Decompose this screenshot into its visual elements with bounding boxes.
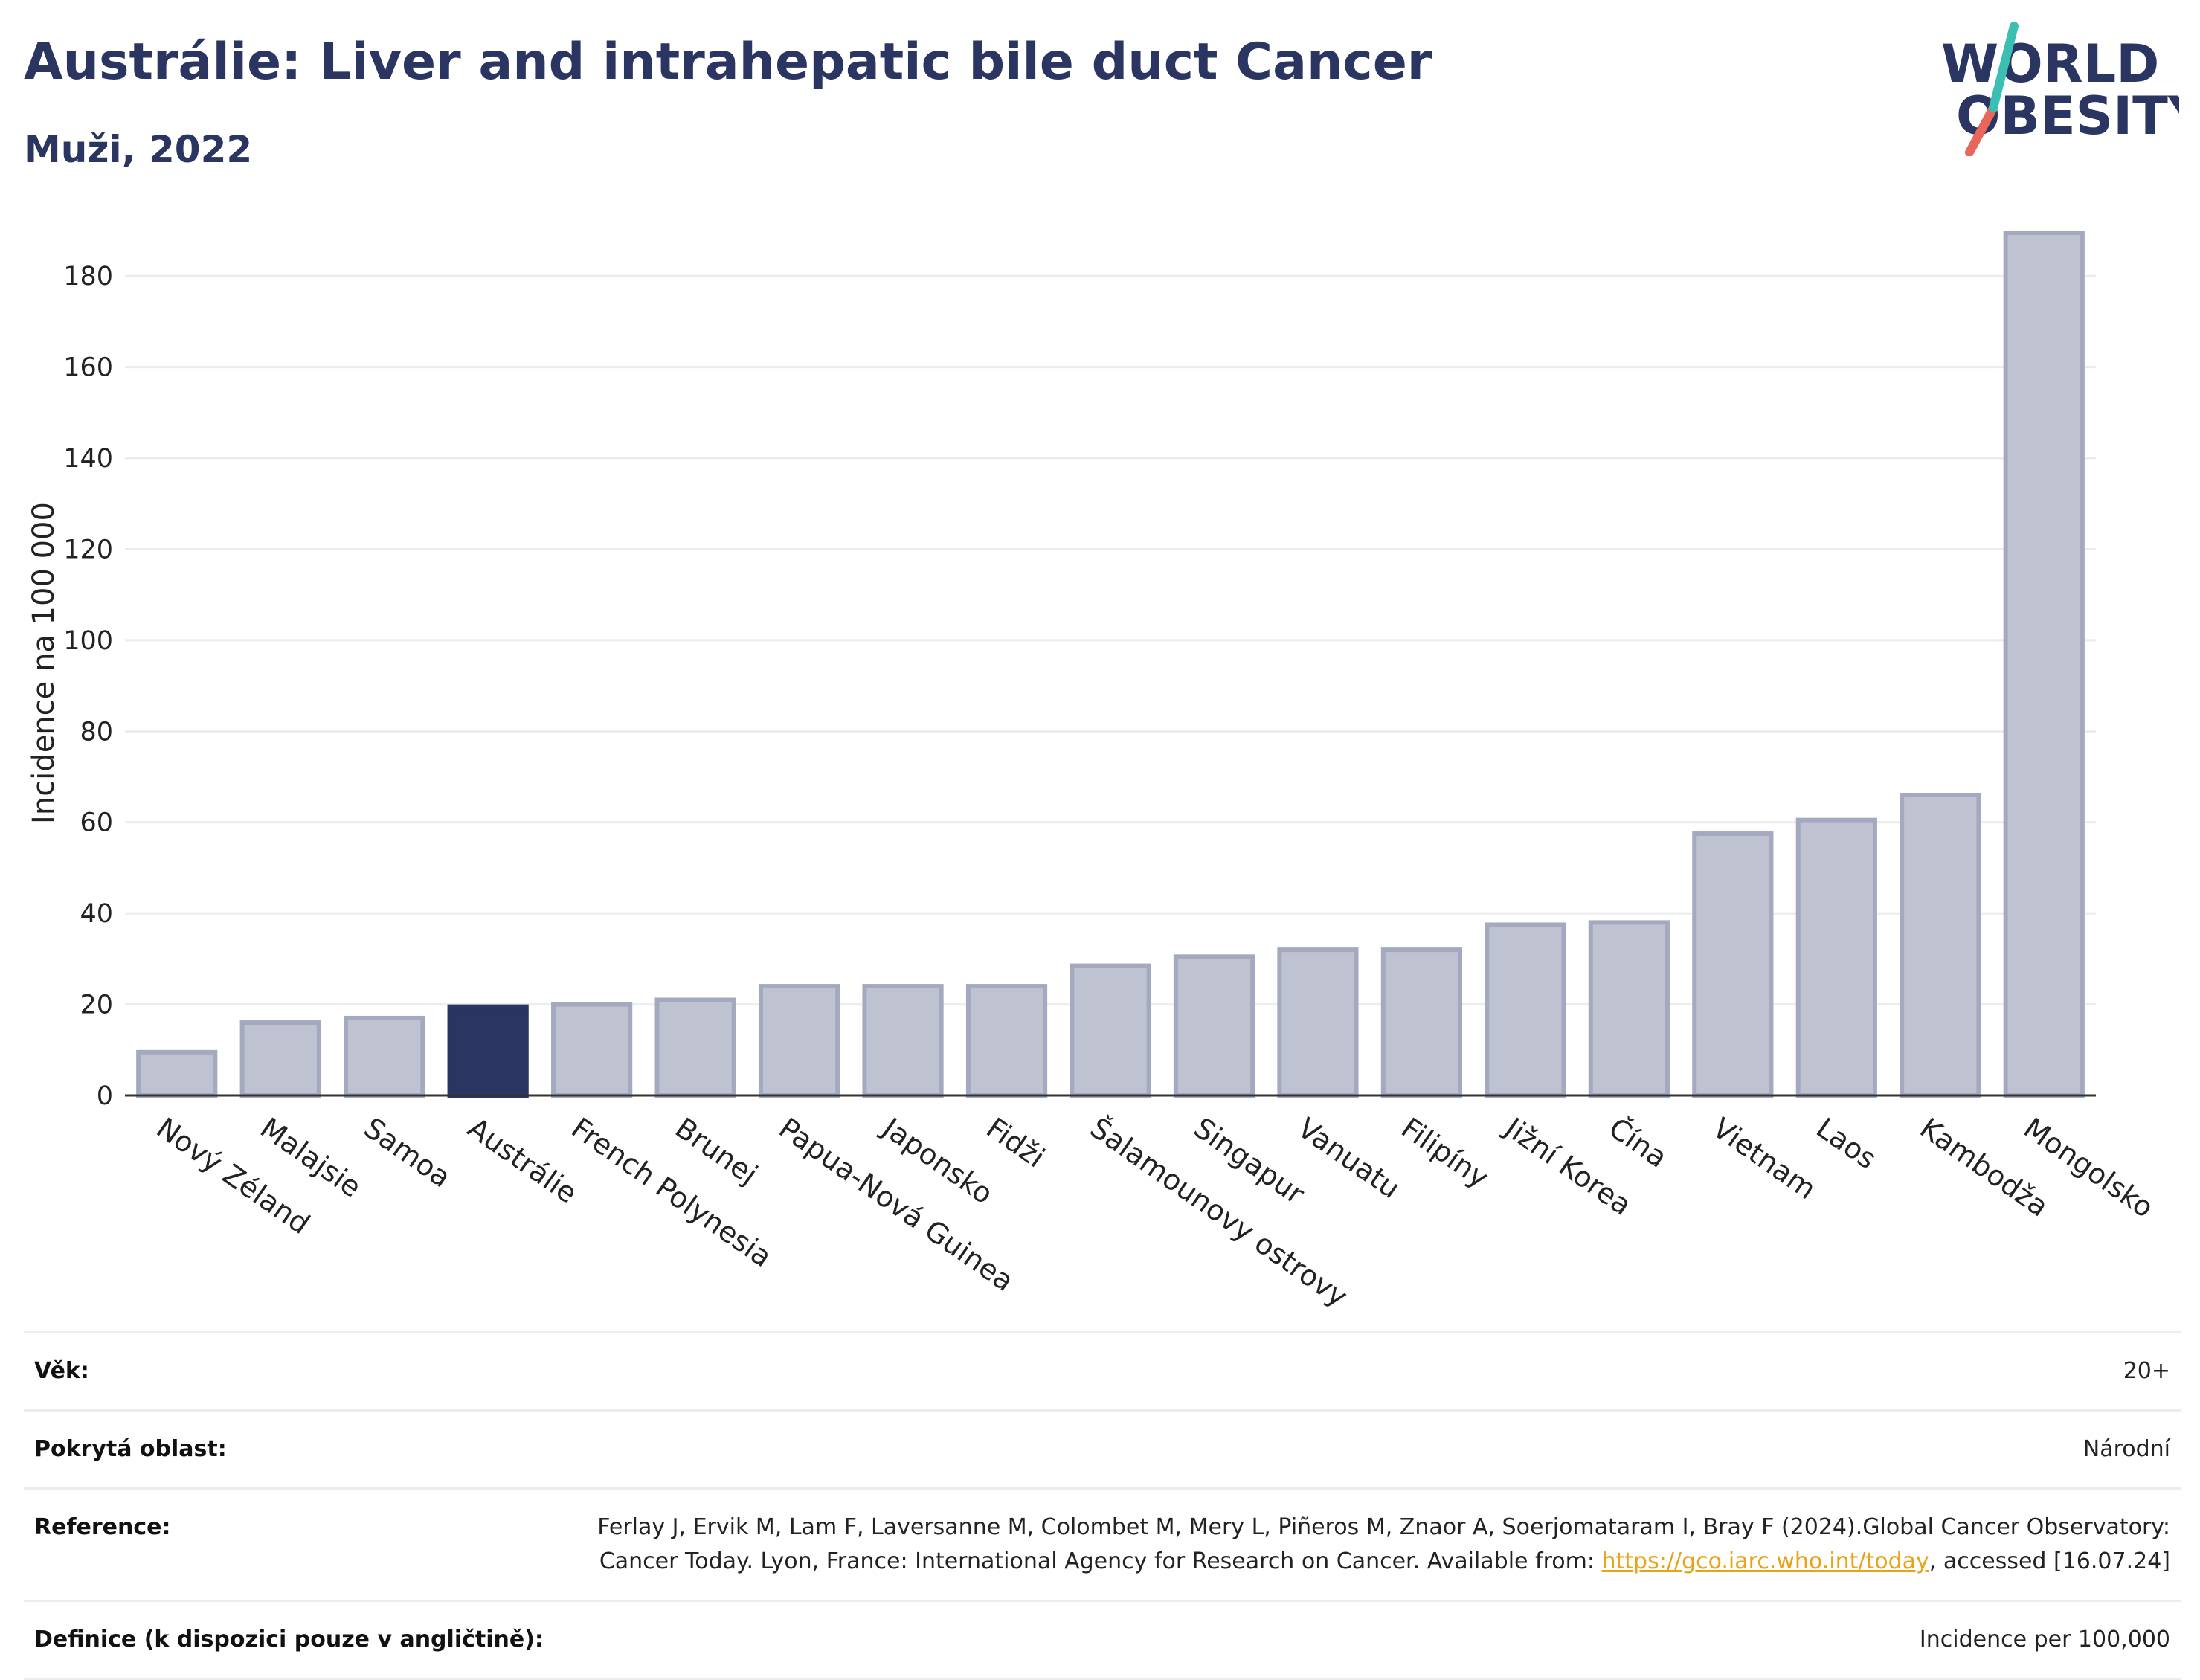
reference-value: Ferlay J, Ervik M, Lam F, Laversanne M, …	[580, 1487, 2181, 1601]
x-tick-label: Brunej	[669, 1111, 764, 1191]
bar-12	[1380, 947, 1463, 1098]
y-axis-ticks: 0 20 40 60 80 100 120 140 160 180	[63, 262, 113, 1111]
reference-label: Reference:	[24, 1487, 580, 1601]
y-tick-label: 160	[63, 353, 113, 383]
bar-1	[239, 1020, 321, 1098]
info-row-coverage: Pokrytá oblast: Národní	[24, 1409, 2181, 1489]
y-tick-label: 140	[63, 444, 113, 474]
y-tick-label: 180	[63, 262, 113, 292]
definition-value: Incidence per 100,000	[580, 1600, 2181, 1680]
bar-10	[1173, 954, 1255, 1098]
info-row-reference: Reference: Ferlay J, Ervik M, Lam F, Lav…	[24, 1487, 2181, 1601]
y-tick-label: 60	[80, 808, 113, 838]
x-tick-label: Vanuatu	[1292, 1111, 1406, 1205]
y-tick-label: 120	[63, 535, 113, 564]
x-tick-label: Vietnam	[1707, 1111, 1822, 1206]
chart-title: Austrálie: Liver and intrahepatic bile d…	[24, 33, 1432, 91]
age-label: Věk:	[24, 1331, 580, 1411]
x-tick-label: Laos	[1810, 1111, 1882, 1175]
bar-7	[862, 984, 944, 1098]
bar-3	[447, 1004, 529, 1098]
x-tick-label: Filipíny	[1395, 1111, 1494, 1194]
x-tick-label: Fidži	[980, 1111, 1050, 1174]
logo-slash-teal	[1989, 22, 2019, 112]
y-tick-label: 40	[80, 899, 113, 929]
coverage-label: Pokrytá oblast:	[24, 1409, 580, 1489]
y-tick-label: 20	[80, 991, 113, 1020]
definition-label: Definice (k dispozici pouze v angličtině…	[24, 1600, 580, 1680]
info-row-age: Věk: 20+	[24, 1331, 2181, 1411]
age-value: 20+	[580, 1331, 2181, 1411]
bar-9	[1070, 963, 1151, 1098]
bar-18	[2003, 231, 2085, 1098]
info-table: Věk: 20+ Pokrytá oblast: Národní Referen…	[24, 1331, 2181, 1680]
bar-13	[1485, 922, 1566, 1098]
y-tick-label: 100	[63, 626, 113, 656]
info-row-definition: Definice (k dispozici pouze v angličtině…	[24, 1600, 2181, 1680]
bar-chart: 0 20 40 60 80 100 120 140 160 180 Nový ZélandMala…	[27, 231, 2160, 1313]
reference-accessed: , accessed [16.07.24]	[1929, 1548, 2170, 1574]
coverage-value: Národní	[580, 1409, 2181, 1489]
bar-0	[136, 1049, 218, 1098]
bar-15	[1692, 831, 1774, 1098]
world-obesity-logo: WORLD OBESITY	[1941, 22, 2179, 156]
logo-slash-red	[1965, 103, 1998, 156]
x-tick-label: Čína	[1603, 1111, 1673, 1174]
bar-2	[344, 1015, 425, 1098]
bar-8	[965, 984, 1048, 1098]
logo-line-1: WORLD	[1941, 33, 2159, 94]
bar-6	[758, 984, 840, 1098]
bar-4	[551, 1002, 633, 1098]
y-tick-label: 80	[80, 717, 113, 747]
bar-11	[1277, 947, 1359, 1098]
bar-5	[654, 997, 736, 1098]
x-tick-label: Samoa	[358, 1111, 457, 1194]
bars	[136, 231, 2085, 1098]
bar-17	[1900, 793, 1981, 1098]
y-axis-label: Incidence na 100 000	[27, 502, 61, 824]
y-tick-label: 0	[97, 1081, 113, 1111]
chart-subtitle: Muži, 2022	[24, 128, 253, 171]
reference-text: Ferlay J, Ervik M, Lam F, Laversanne M, …	[597, 1514, 2170, 1574]
x-tick-label: Austrálie	[462, 1111, 583, 1210]
bar-16	[1795, 817, 1877, 1098]
reference-link[interactable]: https://gco.iarc.who.int/today	[1601, 1548, 1929, 1574]
bar-14	[1588, 920, 1670, 1098]
